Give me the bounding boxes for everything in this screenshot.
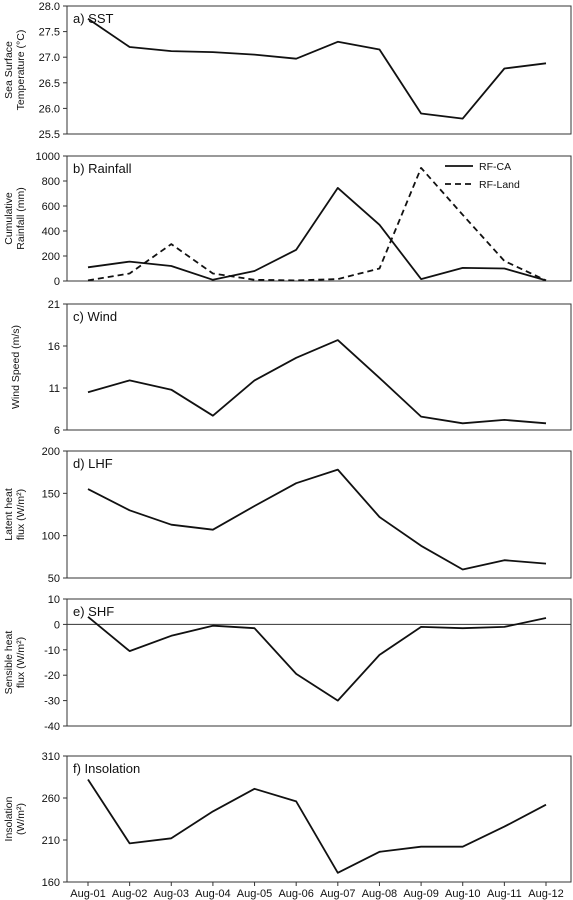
series-line-lhf	[87, 468, 547, 571]
y-tick-label: 310	[42, 751, 60, 763]
panel-frame	[66, 450, 572, 579]
y-axis-label: Temperature (°C)	[15, 30, 27, 111]
series-line-rf-ca	[87, 186, 547, 282]
y-axis-label: Latent heat	[3, 488, 15, 541]
y-tick-label: 16	[48, 341, 60, 353]
panel-sst: 28.0 27.5 27.0 26.5 26.0 25.5 Sea Surface Tempe…	[3, 1, 572, 141]
series-line-wind	[87, 339, 547, 425]
panel-wind: 21 16 11 6 Wind Speed (m/s) c) Wind	[10, 299, 572, 437]
panel-frame	[66, 155, 572, 282]
y-tick-label: 27.5	[39, 27, 60, 39]
x-tick-label: Aug-11	[487, 888, 522, 900]
y-axis-label: flux (W/m²)	[15, 489, 27, 540]
y-tick-label: 200	[42, 251, 60, 263]
x-tick-label: Aug-09	[403, 888, 438, 900]
panel-title: a) SST	[73, 11, 114, 26]
y-tick-label: 150	[42, 488, 60, 500]
y-tick-label: -40	[44, 721, 60, 733]
x-tick-label: Aug-07	[320, 888, 355, 900]
panel-frame	[66, 755, 572, 883]
legend-label: RF-CA	[479, 161, 511, 173]
x-tick-label: Aug-12	[528, 888, 563, 900]
y-axis-label: Cumulative	[3, 192, 15, 245]
panel-title: c) Wind	[73, 309, 117, 324]
y-tick-label: 11	[49, 383, 60, 395]
y-tick-label: -30	[44, 696, 60, 708]
y-tick-label: 0	[54, 619, 60, 631]
y-tick-label: 50	[48, 573, 60, 585]
panel-title: f) Insolation	[73, 761, 140, 776]
panel-title: b) Rainfall	[73, 161, 132, 176]
y-axis-label: Insolation	[3, 796, 15, 841]
y-axis-label: Rainfall (mm)	[15, 187, 27, 249]
y-tick-label: 800	[42, 176, 60, 188]
y-axis-label: Wind Speed (m/s)	[10, 325, 22, 409]
y-tick-label: 26.5	[39, 78, 60, 90]
y-tick-label: 6	[54, 425, 60, 437]
x-tick-label: Aug-04	[195, 888, 230, 900]
x-tick-label: Aug-02	[112, 888, 147, 900]
series-line-rf-land	[87, 166, 547, 282]
y-axis-label: Sea Surface	[3, 41, 15, 99]
panel-rainfall: 1000 800 600 400 200 0 Cumulative Rainfall (mm)…	[3, 151, 572, 288]
y-tick-label: -10	[44, 645, 60, 657]
x-tick-label: Aug-01	[70, 888, 105, 900]
series-line-insolation	[87, 779, 547, 874]
y-tick-label: 21	[48, 299, 60, 311]
panel-insolation: 310 260 210 160 Insolation (W/m²) f) Insolatio…	[3, 751, 572, 889]
y-tick-label: 27.0	[39, 52, 60, 64]
x-tick-label: Aug-03	[154, 888, 189, 900]
panel-lhf: 200 150 100 50 Latent heat flux (W/m²) d) LHF	[3, 446, 572, 585]
panel-frame	[66, 303, 572, 431]
y-tick-label: 26.0	[39, 103, 60, 115]
series-line-sst	[87, 18, 547, 120]
y-axis-label: flux (W/m²)	[15, 637, 27, 688]
panel-title: e) SHF	[73, 604, 114, 619]
panel-shf: 10 0 -10 -20 -30 -40 Sensible heat flux (W/m²) e…	[3, 594, 572, 733]
y-tick-label: 600	[42, 201, 60, 213]
y-tick-label: 10	[48, 594, 60, 606]
x-tick-label: Aug-08	[362, 888, 397, 900]
legend-label: RF-Land	[479, 179, 520, 191]
y-tick-label: 400	[42, 226, 60, 238]
panel-title: d) LHF	[73, 456, 113, 471]
panel-frame	[66, 598, 572, 727]
panel-frame	[66, 5, 572, 135]
y-tick-label: 0	[54, 276, 60, 288]
y-tick-label: 160	[42, 877, 60, 889]
y-tick-label: 260	[42, 793, 60, 805]
series-line-shf	[87, 616, 547, 702]
y-axis-label: (W/m²)	[15, 803, 27, 835]
y-tick-label: 200	[42, 446, 60, 458]
y-tick-label: 25.5	[39, 129, 60, 141]
y-axis-label: Sensible heat	[3, 631, 15, 695]
y-tick-label: -20	[44, 670, 60, 682]
y-tick-label: 100	[42, 531, 60, 543]
y-tick-label: 28.0	[39, 1, 60, 13]
x-tick-label: Aug-06	[278, 888, 313, 900]
x-tick-label: Aug-10	[445, 888, 480, 900]
x-tick-label: Aug-05	[237, 888, 272, 900]
y-tick-label: 1000	[36, 151, 60, 163]
y-tick-label: 210	[42, 835, 60, 847]
